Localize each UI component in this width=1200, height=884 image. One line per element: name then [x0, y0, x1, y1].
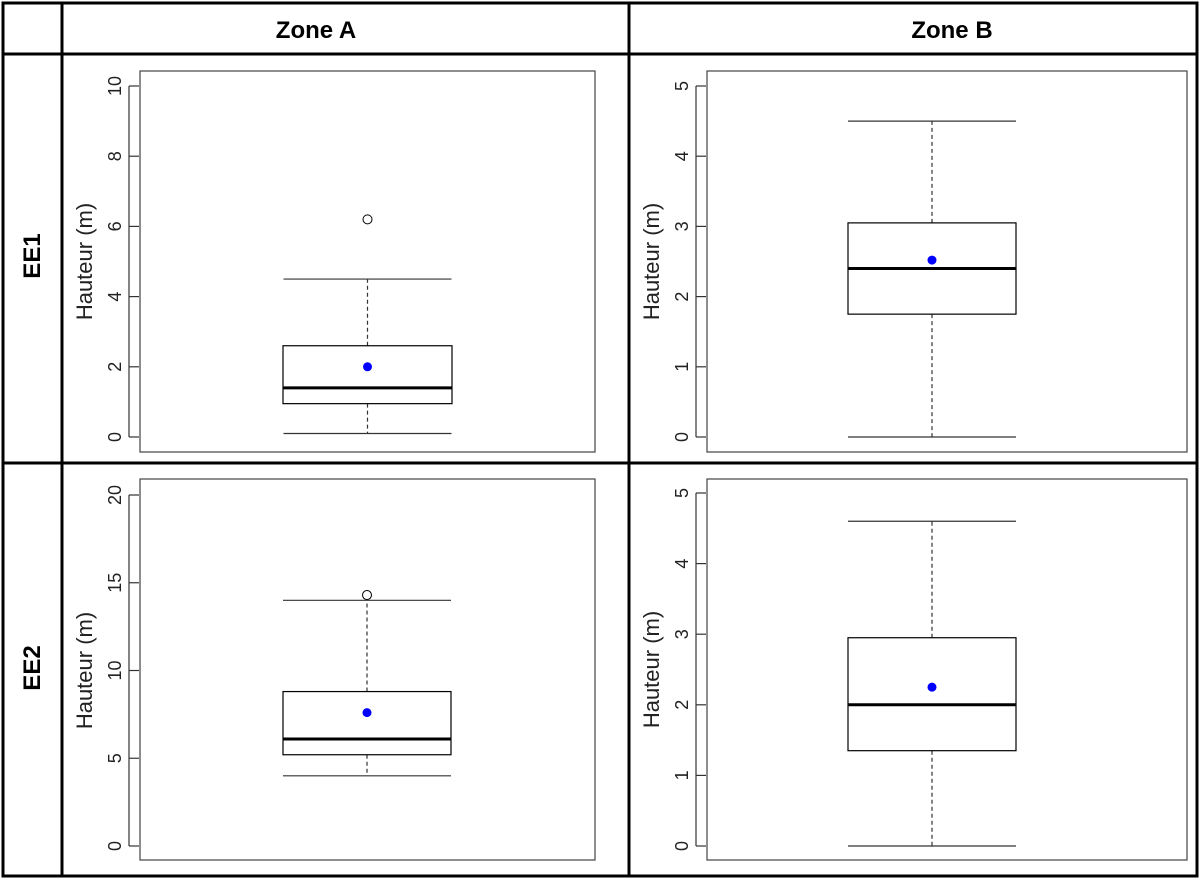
- plot-ee2-zone-a: 0 5 10 15 20 Hauteur (m): [72, 478, 596, 861]
- mean-point: [927, 682, 937, 692]
- outlier-point: [362, 590, 372, 601]
- plot-frame: [706, 70, 1188, 453]
- y-tick-label: 15: [105, 573, 125, 593]
- column-header-zone-b: Zone B: [911, 17, 992, 44]
- y-tick-label: 10: [105, 76, 125, 96]
- y-tick-label: 2: [672, 700, 692, 710]
- y-tick-label: 5: [105, 753, 125, 763]
- y-tick-label: 4: [672, 559, 692, 569]
- plot-ee2-zone-b: 0 1 2 3 4 5 Hauteur (m): [639, 478, 1188, 861]
- y-tick-label: 4: [105, 292, 125, 302]
- y-tick-label: 8: [105, 151, 125, 161]
- y-tick-label: 0: [105, 841, 125, 851]
- y-tick-label: 1: [672, 770, 692, 780]
- iqr-box: [847, 637, 1017, 752]
- y-tick-label: 3: [672, 221, 692, 231]
- y-tick-label: 3: [672, 629, 692, 639]
- mean-point: [362, 708, 372, 718]
- y-tick-label: 20: [105, 485, 125, 505]
- y-tick-label: 0: [672, 841, 692, 851]
- plot-ee1-zone-a: 0 2 4 6 8 10 Hauteur (m): [72, 70, 596, 453]
- y-tick-label: 10: [105, 660, 125, 680]
- plot-frame: [139, 478, 596, 861]
- row-header-ee1: EE1: [19, 233, 46, 278]
- y-axis-label: Hauteur (m): [72, 612, 97, 729]
- y-axis-label: Hauteur (m): [72, 203, 97, 320]
- plot-frame: [139, 70, 596, 453]
- y-tick-label: 2: [672, 292, 692, 302]
- column-header-zone-a: Zone A: [276, 17, 356, 44]
- y-axis-label: Hauteur (m): [639, 203, 664, 320]
- mean-point: [363, 362, 372, 372]
- y-tick-label: 1: [672, 362, 692, 372]
- y-tick-label: 4: [672, 151, 692, 161]
- y-tick-label: 2: [105, 362, 125, 372]
- iqr-box: [282, 690, 452, 756]
- y-axis-label: Hauteur (m): [639, 611, 664, 728]
- y-tick-label: 0: [105, 432, 125, 442]
- y-tick-label: 0: [672, 432, 692, 442]
- outlier-point: [362, 214, 373, 225]
- iqr-box: [282, 345, 453, 405]
- y-tick-label: 5: [672, 81, 692, 91]
- row-header-ee2: EE2: [19, 645, 46, 690]
- plot-frame: [706, 478, 1188, 861]
- mean-point: [927, 255, 937, 265]
- y-tick-label: 6: [105, 221, 125, 231]
- y-tick-label: 5: [672, 488, 692, 498]
- plot-ee1-zone-b: 0 1 2 3 4 5 Hauteur (m): [639, 70, 1188, 453]
